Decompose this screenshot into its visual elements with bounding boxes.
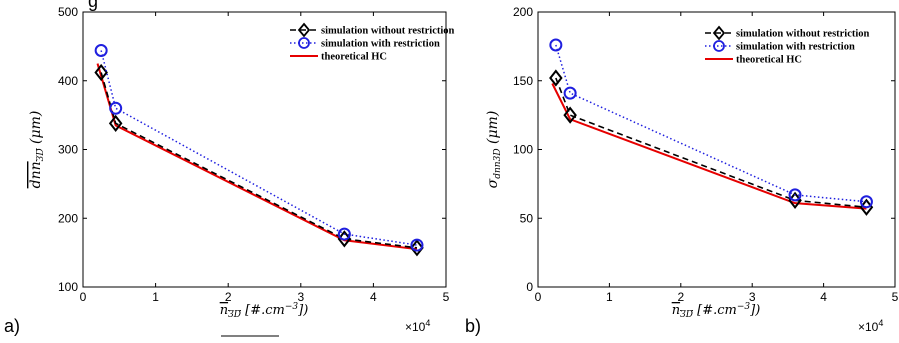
chart-panel-a: 0 1 2 3 4 5 100 200 300 400 500 ×104 a) g n3D [#.cm−3]…: [4, 0, 455, 337]
legend-label: simulation with restriction: [736, 42, 855, 53]
y-tick-label: 50: [520, 211, 534, 225]
series-line-theoretical-HC: [551, 83, 867, 210]
x-tick-label: 5: [443, 290, 450, 304]
x-axis-label: n3D [#.cm−3]): [672, 302, 761, 320]
y-tick-label: 200: [58, 211, 78, 225]
legend-label: theoretical HC: [321, 52, 387, 63]
x-tick-label: 3: [297, 290, 304, 304]
x-multiplier: ×104: [858, 318, 883, 334]
y-tick-label: 200: [513, 5, 533, 19]
data-point-circle: [563, 86, 577, 100]
x-multiplier: ×104: [405, 318, 430, 334]
data-point-diamond: [94, 63, 108, 82]
data-point-circle: [410, 238, 424, 252]
data-point-diamond: [108, 114, 123, 132]
panel-label: a): [4, 316, 20, 336]
x-tick-label: 4: [820, 290, 827, 304]
x-tick-label: 0: [535, 290, 542, 304]
data-point-diamond: [337, 230, 352, 248]
legend-marker-circle: [298, 37, 310, 49]
x-axis-label: n3D [#.cm−3]): [220, 302, 309, 320]
y-axis-label: dnn3D (μm): [28, 111, 46, 189]
data-point-diamond: [563, 106, 577, 124]
y-tick-label: 0: [526, 280, 533, 294]
data-point-diamond: [410, 239, 424, 257]
series-line-simulation-without-restriction: [555, 77, 867, 209]
data-point-circle: [94, 44, 108, 57]
x-tick-label: 1: [152, 290, 159, 304]
panel-label: b): [465, 316, 481, 336]
series-line-simulation-with-restriction: [555, 44, 867, 203]
x-tick-label: 2: [677, 290, 684, 304]
y-tick-label: 100: [58, 280, 78, 294]
series-line-simulation-with-restriction: [100, 50, 418, 246]
y-tick-label: 400: [58, 74, 78, 88]
series-line-simulation-without-restriction: [100, 72, 418, 249]
x-tick-label: 3: [749, 290, 756, 304]
x-tick-label: 2: [225, 290, 232, 304]
y-tick-label: 300: [58, 143, 78, 157]
clipped-title: g: [88, 0, 98, 11]
data-point-circle: [788, 188, 802, 202]
legend-marker-diamond: [712, 25, 726, 41]
data-point-circle: [549, 38, 563, 52]
x-tick-label: 4: [370, 290, 377, 304]
legend-marker-circle: [713, 40, 725, 52]
legend-label: theoretical HC: [736, 55, 802, 66]
y-tick-label: 500: [58, 5, 78, 19]
x-tick-label: 0: [80, 290, 87, 304]
plot-area: [537, 11, 896, 288]
y-axis-label: σdnn3D (μm): [485, 111, 503, 189]
legend-marker-diamond: [297, 22, 311, 38]
x-tick-label: 5: [892, 290, 899, 304]
legend-label: simulation without restriction: [321, 26, 455, 37]
legend-label: simulation without restriction: [736, 29, 870, 40]
x-tick-label: 1: [606, 290, 613, 304]
series-line-theoretical-HC: [96, 63, 418, 251]
y-tick-label: 100: [513, 143, 533, 157]
data-point-circle: [859, 195, 873, 209]
legend-label: simulation with restriction: [321, 39, 440, 50]
data-point-circle: [109, 101, 123, 115]
y-tick-label: 150: [513, 74, 533, 88]
data-point-circle: [337, 227, 351, 241]
data-point-diamond: [549, 69, 563, 87]
